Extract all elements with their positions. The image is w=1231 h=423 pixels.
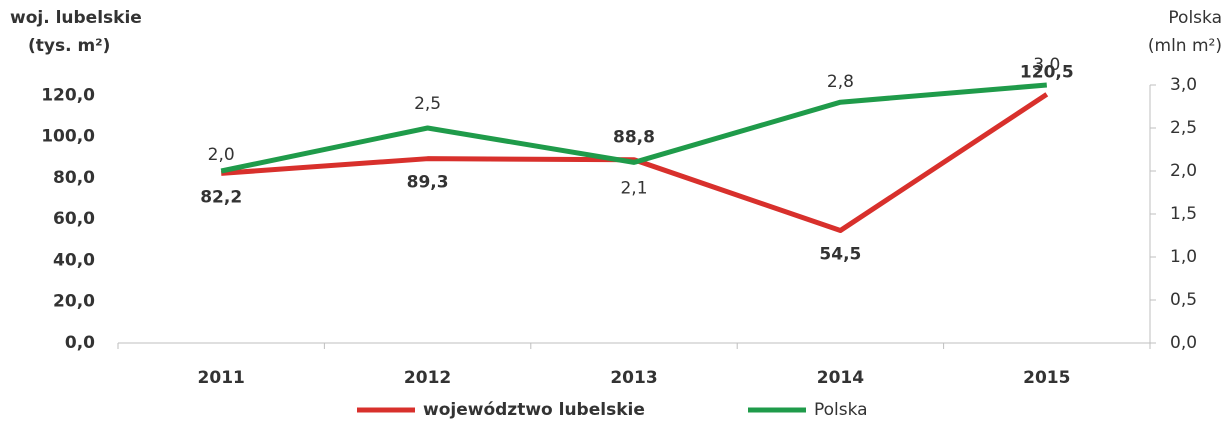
legend-label: Polska [814, 400, 868, 420]
x-tick-label: 2012 [404, 368, 451, 388]
data-label: 2,8 [827, 72, 854, 92]
y2-tick-label: 2,0 [1170, 161, 1197, 181]
series-line [220, 82, 1048, 174]
series-line [221, 92, 1049, 234]
data-label: 2,5 [414, 94, 441, 114]
y-axis-title: (tys. m²) [28, 36, 110, 56]
y-tick-label: 20,0 [53, 292, 95, 312]
x-tick-label: 2015 [1023, 368, 1070, 388]
y-tick-label: 40,0 [53, 250, 95, 270]
data-label: 88,8 [613, 128, 655, 148]
data-label: 82,2 [200, 187, 242, 207]
y2-tick-label: 0,5 [1170, 290, 1197, 310]
data-label: 120,5 [1020, 62, 1074, 82]
legend-label: województwo lubelskie [423, 400, 645, 420]
data-label: 2,0 [208, 145, 235, 165]
y-axis-title: woj. lubelskie [10, 8, 142, 28]
y2-tick-label: 0,0 [1170, 333, 1197, 353]
data-label: 54,5 [819, 245, 861, 265]
y-tick-label: 100,0 [41, 127, 95, 147]
y-tick-label: 120,0 [41, 85, 95, 105]
x-tick-label: 2013 [610, 368, 657, 388]
y2-tick-label: 3,0 [1170, 75, 1197, 95]
y-tick-label: 80,0 [53, 168, 95, 188]
x-tick-label: 2014 [817, 368, 864, 388]
data-label: 2,1 [620, 178, 647, 198]
y2-axis-title: (mln m²) [1148, 36, 1222, 56]
data-label: 89,3 [407, 173, 449, 193]
y-tick-label: 0,0 [65, 333, 95, 353]
x-tick-label: 2011 [198, 368, 245, 388]
y2-tick-label: 2,5 [1170, 118, 1197, 138]
y2-tick-label: 1,5 [1170, 204, 1197, 224]
y2-axis-title: Polska [1168, 8, 1222, 28]
y-tick-label: 60,0 [53, 209, 95, 229]
y2-tick-label: 1,0 [1170, 247, 1197, 267]
data-label: 3,0 [1033, 55, 1060, 75]
